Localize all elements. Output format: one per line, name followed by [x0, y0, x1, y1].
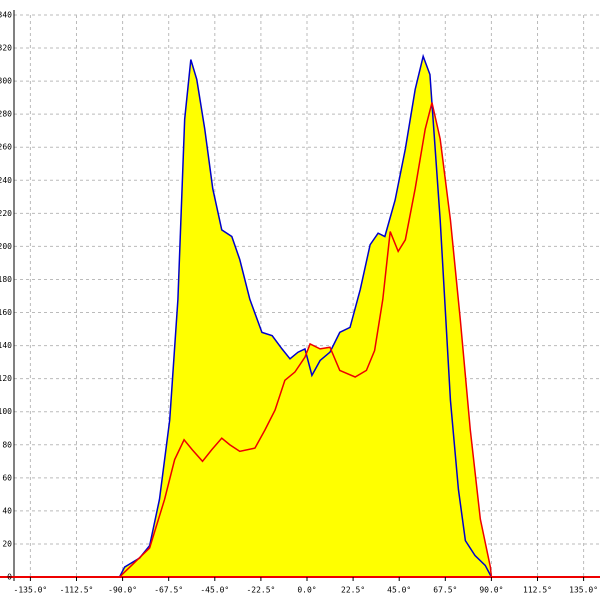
x-tick-label: -90.0° — [108, 586, 137, 595]
y-tick-label: 280 — [0, 110, 12, 119]
series-line — [118, 53, 493, 578]
x-tick-label: -67.5° — [154, 586, 183, 595]
y-tick-label: 0 — [7, 573, 12, 582]
y-tick-label: 20 — [2, 539, 12, 548]
y-tick-label: 340 — [0, 11, 12, 20]
x-tick-label: 22.5° — [341, 586, 365, 595]
x-tick-label: -45.0° — [200, 586, 229, 595]
x-tick-label: -135.0° — [14, 586, 48, 595]
y-tick-label: 140 — [0, 341, 12, 350]
x-tick-label: -22.5° — [246, 586, 275, 595]
series-line — [118, 102, 493, 578]
y-tick-label: 100 — [0, 407, 12, 416]
y-tick-label: 260 — [0, 143, 12, 152]
y-tick-label: 180 — [0, 275, 12, 284]
area-fill — [119, 102, 492, 577]
y-tick-label: 320 — [0, 44, 12, 53]
x-tick-label: 67.5° — [433, 586, 457, 595]
y-tick-label: 80 — [2, 440, 12, 449]
y-tick-label: 240 — [0, 176, 12, 185]
x-tick-label: 90.0° — [479, 586, 503, 595]
x-tick-label: -112.5° — [60, 586, 94, 595]
x-tick-label: 0.0° — [297, 586, 316, 595]
y-tick-label: 40 — [2, 506, 12, 515]
y-tick-label: 220 — [0, 209, 12, 218]
y-tick-label: 200 — [0, 242, 12, 251]
y-tick-label: 160 — [0, 308, 12, 317]
x-tick-label: 45.0° — [387, 586, 411, 595]
y-tick-label: 120 — [0, 374, 12, 383]
y-tick-label: 60 — [2, 473, 12, 482]
x-tick-label: 112.5° — [523, 586, 552, 595]
x-tick-label: 135.0° — [569, 586, 598, 595]
y-tick-label: 300 — [0, 77, 12, 86]
